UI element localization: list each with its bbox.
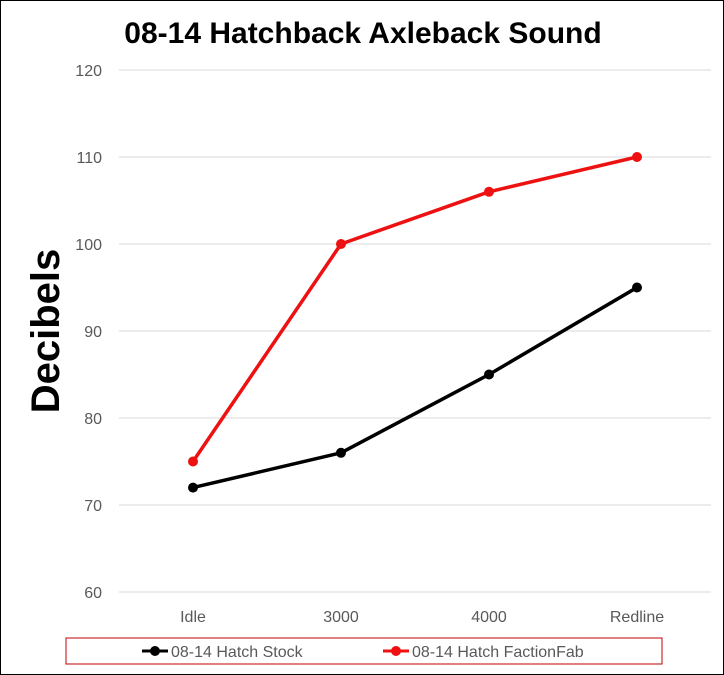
series-line [191,155,639,464]
legend-item-stock[interactable]: 08-14 Hatch Stock [142,644,304,661]
data-point[interactable] [484,186,494,197]
y-axis-ticks: 60 70 80 90 100 110 120 [75,63,102,602]
series-lines [188,152,642,493]
gridlines [119,69,711,593]
legend-marker-factionfab [391,646,401,656]
legend-label-factionfab: 08-14 Hatch FactionFab [412,644,584,661]
y-tick-label: 60 [84,585,102,602]
y-tick-label: 110 [76,150,102,167]
y-axis-label: Decibels [24,249,68,414]
x-axis-ticks: Idle 3000 4000 Redline [180,609,664,626]
x-tick-label: Idle [180,609,206,626]
data-point[interactable] [188,482,198,493]
x-tick-label: Redline [610,609,664,626]
series-stock [188,282,642,493]
y-tick-label: 90 [84,324,102,341]
data-point[interactable] [188,456,198,467]
y-tick-label: 80 [84,411,102,428]
legend-item-factionfab[interactable]: 08-14 Hatch FactionFab [383,644,584,661]
legend-marker-stock [150,646,160,656]
data-point[interactable] [484,369,494,380]
y-tick-label: 120 [75,63,102,80]
data-point[interactable] [632,152,642,162]
legend: 08-14 Hatch Stock 08-14 Hatch FactionFab [65,637,663,665]
y-tick-label: 100 [75,237,102,254]
data-point[interactable] [336,239,346,249]
chart-title: 08-14 Hatchback Axleback Sound [124,17,601,50]
x-tick-label: 4000 [471,609,507,626]
series-factionfab [188,152,642,467]
legend-label-stock: 08-14 Hatch Stock [171,644,304,661]
series-line [191,285,639,490]
data-point[interactable] [632,282,642,293]
data-point[interactable] [336,447,346,458]
legend-box [65,637,663,665]
y-tick-label: 70 [84,498,102,515]
x-tick-label: 3000 [323,609,359,626]
